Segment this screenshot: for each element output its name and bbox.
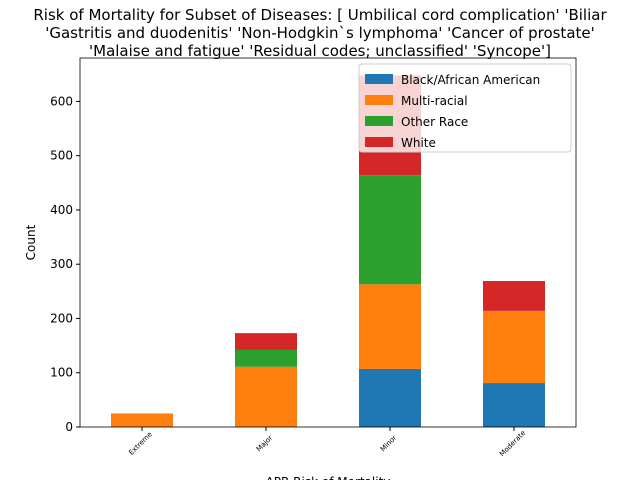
bar-segment	[359, 368, 421, 427]
legend-swatch	[365, 74, 393, 84]
x-axis-label: APR Risk of Mortality	[266, 475, 391, 480]
legend-label: Multi-racial	[401, 94, 468, 108]
y-tick-label: 300	[50, 257, 73, 271]
bar-segment	[235, 333, 297, 350]
bar-segment	[483, 310, 545, 384]
legend-label: Black/African American	[401, 73, 540, 87]
bar-segment	[483, 281, 545, 311]
legend-swatch	[365, 95, 393, 105]
legend-swatch	[365, 137, 393, 147]
legend-label: White	[401, 136, 436, 150]
legend-swatch	[365, 116, 393, 126]
chart-title: 'Gastritis and duodenitis' 'Non-Hodgkin`…	[45, 24, 595, 42]
y-tick-label: 100	[50, 366, 73, 380]
y-tick-label: 0	[65, 420, 73, 434]
bar-segment	[359, 284, 421, 369]
y-tick-label: 200	[50, 311, 73, 325]
bar-segment	[359, 175, 421, 285]
bar-segment	[483, 383, 545, 427]
axes-frame	[79, 57, 577, 428]
x-tick-label: Moderate	[498, 429, 527, 458]
y-axis-label: Count	[24, 224, 38, 260]
y-tick-label: 500	[50, 149, 73, 163]
chart-title: Risk of Mortality for Subset of Diseases…	[33, 6, 607, 24]
x-tick-label: Major	[255, 434, 274, 453]
chart-title: 'Malaise and fatigue' 'Residual codes; u…	[89, 42, 551, 60]
bar-segment	[235, 366, 297, 427]
y-tick-label: 600	[50, 94, 73, 108]
legend-box	[358, 63, 572, 153]
bar-segment	[235, 349, 297, 367]
x-tick-label: Minor	[379, 434, 399, 454]
y-tick-label: 400	[50, 203, 73, 217]
x-tick-label: Extreme	[127, 430, 153, 456]
legend-label: Other Race	[401, 115, 468, 129]
bar-segment	[111, 413, 173, 427]
